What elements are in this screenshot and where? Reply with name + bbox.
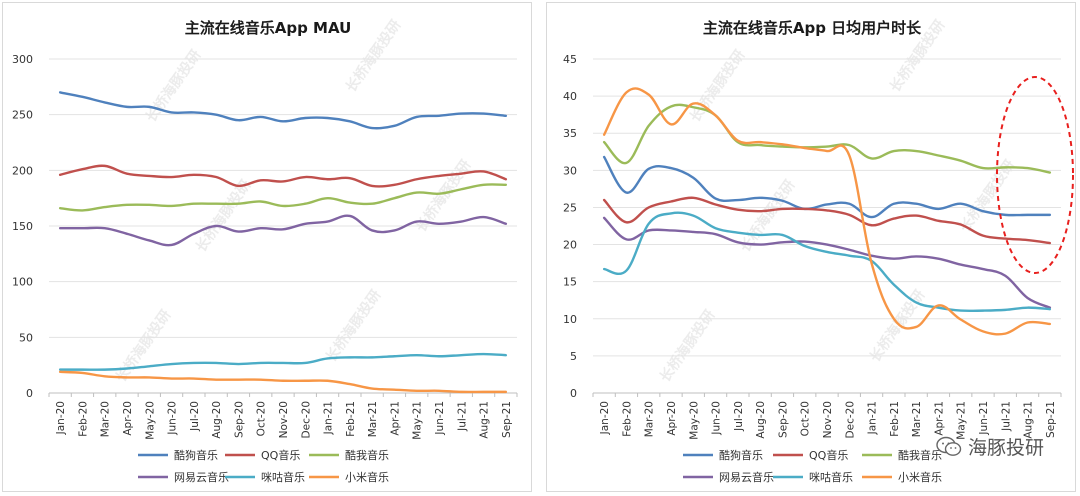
series-line bbox=[58, 91, 508, 130]
legend-label: 小米音乐 bbox=[898, 470, 942, 484]
y-tick-label: 150 bbox=[12, 220, 33, 233]
y-tick-label: 5 bbox=[570, 350, 577, 363]
x-tick-label: May-20 bbox=[688, 401, 700, 440]
x-tick-label: Aug-21 bbox=[479, 401, 491, 439]
watermark-text: 长桥海豚投研 bbox=[342, 17, 404, 96]
y-tick-label: 20 bbox=[563, 239, 577, 252]
x-tick-label: Sep-20 bbox=[777, 401, 789, 438]
legend-label: 酷我音乐 bbox=[345, 448, 389, 462]
x-tick-label: Apr-21 bbox=[933, 401, 945, 436]
x-tick-label: Jan-20 bbox=[599, 401, 611, 435]
y-tick-label: 0 bbox=[570, 387, 577, 400]
legend-label: 酷狗音乐 bbox=[719, 448, 763, 462]
x-tick-label: Dec-20 bbox=[300, 401, 312, 438]
x-tick-label: Dec-20 bbox=[844, 401, 856, 438]
x-tick-label: Jun-20 bbox=[711, 401, 723, 436]
x-tick-label: Jan-21 bbox=[867, 401, 879, 435]
legend-label: 网易云音乐 bbox=[719, 470, 774, 484]
x-tick-label: Jun-21 bbox=[434, 401, 446, 436]
highlight-ellipse bbox=[996, 76, 1074, 274]
x-tick-label: Mar-21 bbox=[911, 401, 923, 437]
watermark-text: 长桥海豚投研 bbox=[192, 177, 254, 256]
series-line bbox=[602, 216, 1052, 309]
x-tick-label: Feb-20 bbox=[77, 401, 89, 437]
x-tick-label: Feb-21 bbox=[345, 401, 357, 437]
x-tick-label: Jul-21 bbox=[1000, 401, 1012, 432]
y-tick-label: 45 bbox=[563, 53, 577, 66]
wechat-icon bbox=[936, 436, 962, 458]
y-tick-label: 40 bbox=[563, 90, 577, 103]
y-tick-label: 100 bbox=[12, 276, 33, 289]
x-tick-label: Jun-21 bbox=[978, 401, 990, 436]
y-tick-label: 25 bbox=[563, 201, 577, 214]
x-tick-label: Nov-20 bbox=[278, 401, 290, 438]
legend-label: 咪咕音乐 bbox=[809, 470, 853, 484]
x-tick-label: May-21 bbox=[412, 401, 424, 440]
y-tick-label: 50 bbox=[19, 331, 33, 344]
legend-label: 酷我音乐 bbox=[898, 448, 942, 462]
mau-chart-panel: 长桥海豚投研 长桥海豚投研 长桥海豚投研 长桥海豚投研 长桥海豚投研 长桥海豚投研 主流在线… bbox=[2, 2, 532, 492]
series-line bbox=[602, 211, 1052, 313]
x-tick-label: May-21 bbox=[956, 401, 968, 440]
x-tick-label: Sep-20 bbox=[233, 401, 245, 438]
duration-chart-panel: 长桥海豚投研 长桥海豚投研 长桥海豚投研 长桥海豚投研 长桥海豚投研 长桥海豚投研 主流在线… bbox=[546, 2, 1076, 492]
chart-title: 主流在线音乐App MAU bbox=[185, 19, 352, 37]
x-tick-label: May-20 bbox=[144, 401, 156, 440]
x-tick-label: Aug-21 bbox=[1023, 401, 1035, 439]
legend-label: QQ音乐 bbox=[809, 448, 848, 462]
legend-label: 酷狗音乐 bbox=[174, 448, 218, 462]
series-line bbox=[602, 103, 1052, 174]
y-tick-label: 30 bbox=[563, 164, 577, 177]
x-tick-label: Feb-20 bbox=[621, 401, 633, 437]
x-tick-label: Mar-21 bbox=[367, 401, 379, 437]
x-tick-label: Mar-20 bbox=[100, 401, 112, 437]
x-tick-label: Aug-20 bbox=[211, 401, 223, 439]
x-tick-label: Jul-20 bbox=[189, 401, 201, 432]
series-line bbox=[602, 87, 1052, 336]
series-line bbox=[58, 214, 508, 247]
x-tick-label: Aug-20 bbox=[755, 401, 767, 439]
y-tick-label: 200 bbox=[12, 164, 33, 177]
x-tick-label: Mar-20 bbox=[644, 401, 656, 437]
y-tick-label: 300 bbox=[12, 53, 33, 66]
y-tick-label: 10 bbox=[563, 313, 577, 326]
x-tick-label: Jul-21 bbox=[456, 401, 468, 432]
x-tick-label: Jan-20 bbox=[55, 401, 67, 435]
x-tick-label: Jul-20 bbox=[733, 401, 745, 432]
brand-label: 海豚投研 bbox=[967, 437, 1044, 459]
y-tick-label: 0 bbox=[26, 387, 33, 400]
y-tick-label: 35 bbox=[563, 127, 577, 140]
watermark-text: 长桥海豚投研 bbox=[112, 307, 174, 386]
x-tick-label: Oct-20 bbox=[256, 401, 268, 436]
legend-label: 咪咕音乐 bbox=[261, 470, 305, 484]
brand-logo: 海豚投研 bbox=[936, 433, 1044, 460]
legend-label: 网易云音乐 bbox=[174, 470, 229, 484]
watermark-text: 长桥海豚投研 bbox=[322, 287, 384, 366]
x-tick-label: Jan-21 bbox=[323, 401, 335, 435]
x-tick-label: Apr-20 bbox=[666, 401, 678, 436]
y-tick-label: 250 bbox=[12, 109, 33, 122]
x-tick-label: Apr-20 bbox=[122, 401, 134, 436]
series-line bbox=[58, 164, 508, 188]
x-tick-label: Feb-21 bbox=[889, 401, 901, 437]
x-tick-label: Nov-20 bbox=[822, 401, 834, 438]
y-tick-label: 15 bbox=[563, 276, 577, 289]
chart-title: 主流在线音乐App 日均用户时长 bbox=[703, 19, 922, 37]
legend-label: QQ音乐 bbox=[261, 448, 300, 462]
x-tick-label: Sep-21 bbox=[1045, 401, 1057, 438]
x-tick-label: Oct-20 bbox=[800, 401, 812, 436]
x-tick-label: Sep-21 bbox=[501, 401, 513, 438]
x-tick-label: Apr-21 bbox=[389, 401, 401, 436]
x-tick-label: Jun-20 bbox=[167, 401, 179, 436]
legend-label: 小米音乐 bbox=[345, 470, 389, 484]
